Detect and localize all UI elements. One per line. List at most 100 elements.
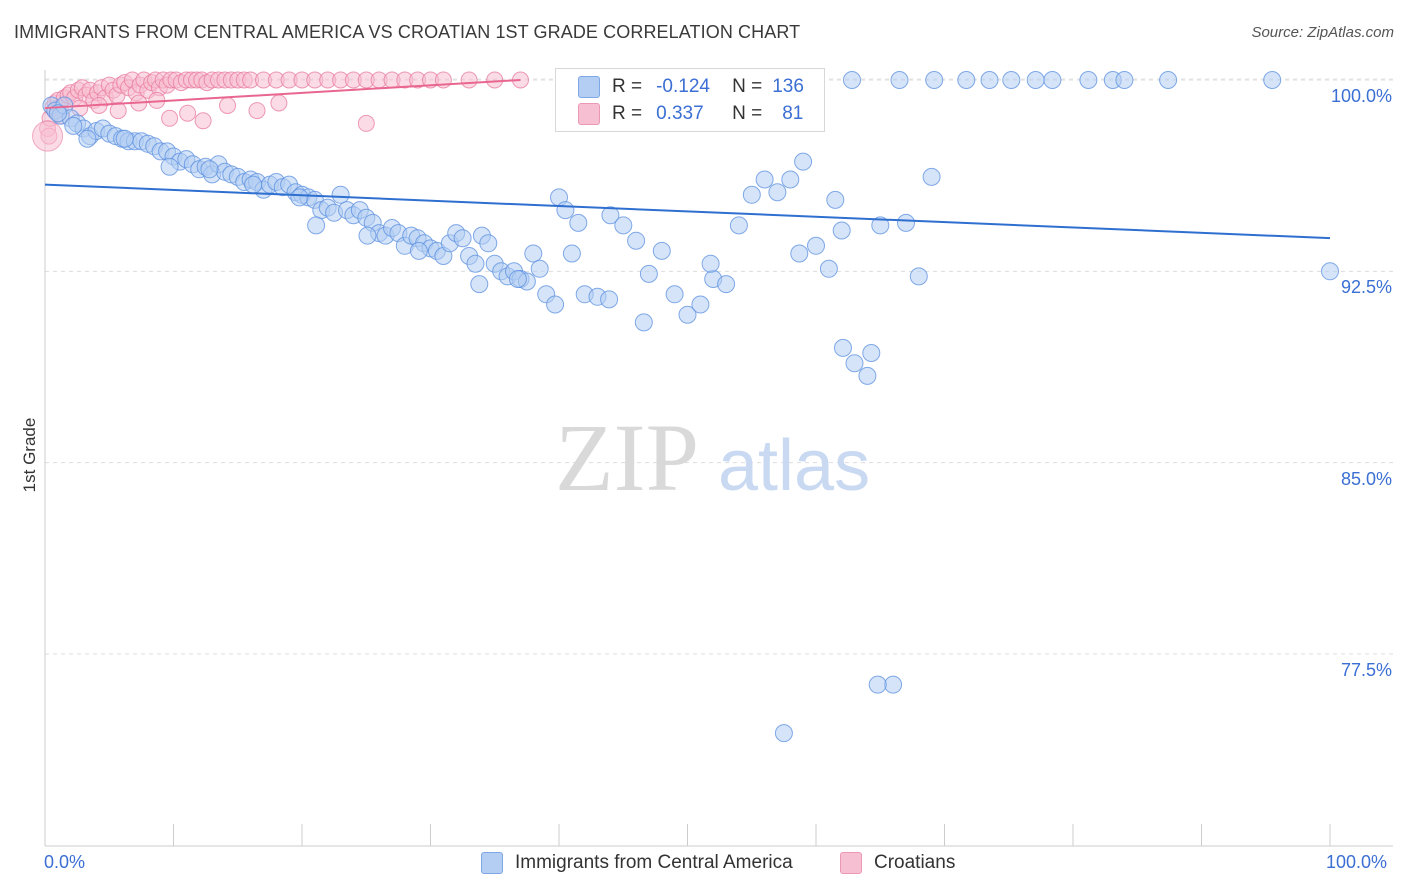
data-point xyxy=(807,236,825,255)
data-point xyxy=(742,185,761,204)
watermark-atlas: atlas xyxy=(718,426,870,506)
data-point xyxy=(884,675,903,694)
stats-legend-row-croatians: R = 0.337 N = 81 xyxy=(578,102,803,126)
data-point xyxy=(1079,71,1098,89)
data-point xyxy=(755,170,774,189)
data-point xyxy=(639,264,658,283)
x-tick-label-min: 0.0% xyxy=(44,852,86,872)
data-point xyxy=(409,241,428,260)
data-point xyxy=(307,216,326,235)
data-point xyxy=(569,213,588,232)
data-point xyxy=(600,290,619,309)
n-value: 81 xyxy=(782,103,804,124)
data-point xyxy=(466,254,485,273)
data-point xyxy=(115,129,134,148)
data-point xyxy=(634,313,653,332)
data-point xyxy=(781,170,800,189)
bottom-legend-label: Croatians xyxy=(874,852,956,873)
r-label: R = xyxy=(612,103,643,124)
zipatlas-watermark: ZIP atlas xyxy=(555,404,870,511)
data-point xyxy=(980,71,999,89)
data-point xyxy=(64,116,83,135)
data-point xyxy=(546,295,565,314)
bottom-legend-swatch-pink xyxy=(840,852,862,874)
data-point xyxy=(194,112,212,130)
data-point xyxy=(871,216,890,235)
data-point xyxy=(357,114,375,132)
data-point xyxy=(78,129,97,148)
n-label: N = xyxy=(732,103,763,124)
data-point xyxy=(717,275,736,294)
data-point xyxy=(290,188,309,207)
croatians-points xyxy=(32,71,529,152)
data-point xyxy=(925,71,944,89)
bottom-legend-central-america: Immigrants from Central America xyxy=(481,852,793,874)
legend-swatch-pink xyxy=(578,103,600,125)
trend-line-central-america xyxy=(44,183,1331,240)
data-point xyxy=(957,71,976,89)
data-point xyxy=(614,216,633,235)
data-point xyxy=(691,295,710,314)
data-point xyxy=(1263,71,1282,89)
legend-swatch-blue xyxy=(578,76,600,98)
data-point xyxy=(48,104,67,123)
data-point xyxy=(1043,71,1062,89)
data-point xyxy=(1159,71,1178,89)
data-point xyxy=(862,344,881,362)
data-point xyxy=(819,259,838,278)
data-point xyxy=(601,206,620,225)
data-point xyxy=(331,185,350,204)
grid-lines xyxy=(45,78,1393,655)
data-point xyxy=(1026,71,1045,89)
central-america-points xyxy=(42,71,1339,743)
data-point xyxy=(248,102,266,120)
data-point xyxy=(244,175,263,194)
data-point xyxy=(701,254,720,273)
bottom-legend-label: Immigrants from Central America xyxy=(515,852,793,873)
data-point xyxy=(909,267,928,286)
data-point xyxy=(665,285,684,304)
n-value: 136 xyxy=(772,76,804,97)
data-point xyxy=(179,104,197,122)
source-label: Source: ZipAtlas.com xyxy=(1251,24,1394,41)
r-value: -0.124 xyxy=(656,76,710,97)
trend-line-croatians xyxy=(44,79,521,110)
data-point xyxy=(1115,71,1134,89)
data-point xyxy=(1002,71,1021,89)
bottom-legend-swatch-blue xyxy=(481,852,503,874)
data-point xyxy=(200,160,219,179)
x-axis-ticks xyxy=(44,824,1331,846)
data-point xyxy=(562,244,581,263)
stats-legend-row-central-america: R = -0.124 N = 136 xyxy=(578,75,804,99)
data-point xyxy=(678,305,697,324)
trend-lines xyxy=(44,79,1331,240)
data-point xyxy=(460,71,478,89)
data-point xyxy=(768,183,787,202)
y-tick-label: 100.0% xyxy=(1330,86,1392,106)
data-point xyxy=(161,109,179,127)
y-tick-label: 85.0% xyxy=(1340,468,1392,489)
r-label: R = xyxy=(612,76,643,97)
chart-title: IMMIGRANTS FROM CENTRAL AMERICA VS CROAT… xyxy=(14,22,801,42)
data-point xyxy=(790,244,809,263)
y-tick-label: 77.5% xyxy=(1340,660,1392,680)
x-tick-label-max: 100.0% xyxy=(1326,852,1388,872)
data-point xyxy=(530,259,549,278)
bottom-legend-croatians: Croatians xyxy=(840,852,955,874)
n-label: N = xyxy=(732,76,763,97)
data-point xyxy=(358,226,377,245)
data-point xyxy=(627,231,646,250)
watermark-zip: ZIP xyxy=(555,404,699,511)
data-point xyxy=(479,234,498,253)
data-point xyxy=(897,213,915,232)
data-point xyxy=(219,97,236,114)
data-point xyxy=(508,270,527,288)
data-point xyxy=(794,152,813,171)
data-point xyxy=(1321,262,1339,281)
data-point xyxy=(832,221,851,240)
data-point xyxy=(524,244,543,263)
data-point xyxy=(109,102,127,120)
data-point xyxy=(845,354,864,373)
data-point xyxy=(486,71,504,89)
data-point xyxy=(652,241,671,260)
